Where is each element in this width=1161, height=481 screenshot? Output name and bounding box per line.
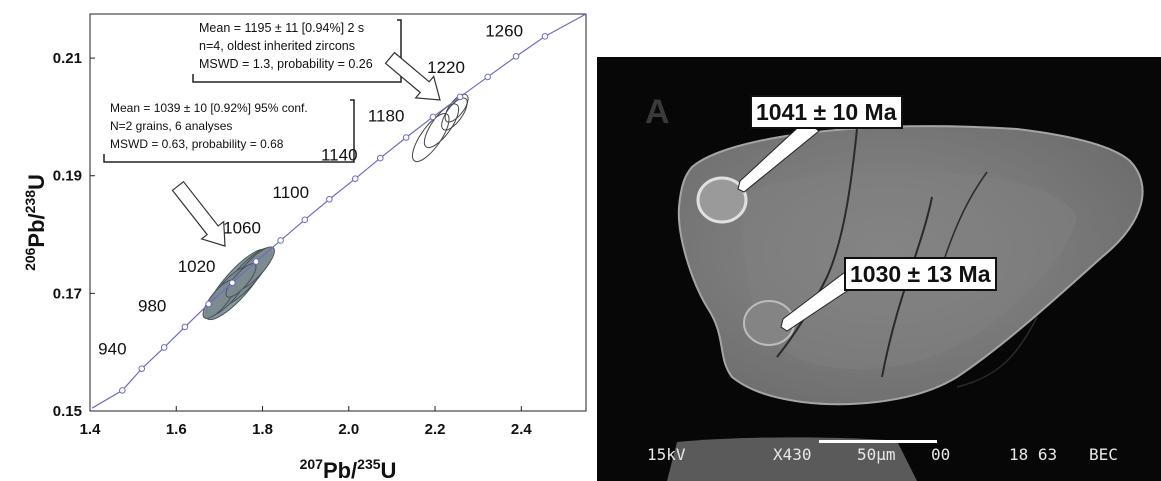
sem-magnification: X430 bbox=[773, 445, 812, 464]
concordia-age-label: 1180 bbox=[368, 107, 405, 126]
annotation-line: N=2 grains, 6 analyses bbox=[110, 119, 232, 133]
pointer-arrow-young bbox=[171, 180, 226, 247]
concordia-marker bbox=[402, 134, 410, 141]
concordia-marker bbox=[541, 33, 549, 40]
annotation-line: n=4, oldest inherited zircons bbox=[199, 39, 355, 53]
age-label-1: 1041 ± 10 Ma bbox=[750, 95, 903, 129]
sem-image: A 1041 ± 10 Ma 1030 ± 13 Ma 15kV X430 50… bbox=[597, 57, 1161, 481]
concordia-marker bbox=[484, 73, 491, 81]
y-tick-label: 0.21 bbox=[53, 50, 82, 67]
label-arrow-1 bbox=[737, 120, 820, 193]
concordia-marker bbox=[160, 344, 168, 351]
concordia-age-label: 1020 bbox=[178, 257, 216, 276]
concordia-marker bbox=[429, 113, 437, 121]
grain-crack bbox=[944, 171, 988, 258]
annotation-frame bbox=[192, 19, 402, 83]
concordia-marker bbox=[376, 154, 384, 162]
concordia-marker bbox=[512, 53, 520, 60]
concordia-marker bbox=[351, 175, 359, 182]
x-tick-label: 2.4 bbox=[511, 421, 533, 438]
sem-kv: 15kV bbox=[647, 445, 686, 464]
concordia-age-label: 1100 bbox=[273, 183, 310, 202]
plot-frame bbox=[89, 13, 587, 412]
y-axis-title: 206Pb/238U bbox=[22, 174, 49, 271]
concordia-chart: 1.4 1.6 1.8 2.0 2.2 2.4 0.15 0.17 0.19 0.21 207Pb/… bbox=[22, 13, 587, 481]
x-tick-label: 1.8 bbox=[252, 421, 273, 438]
x-tick-label: 2.0 bbox=[338, 421, 359, 438]
x-tick-label: 2.2 bbox=[425, 421, 446, 438]
y-tick-label: 0.19 bbox=[53, 168, 82, 185]
concordia-curve bbox=[91, 13, 587, 409]
annotation-frame bbox=[103, 99, 355, 163]
concordia-age-label: 1140 bbox=[321, 146, 358, 165]
concordia-plot-svg: 1.4 1.6 1.8 2.0 2.2 2.4 0.15 0.17 0.19 0.21 207Pb/… bbox=[22, 13, 587, 481]
x-axis-title: 207Pb/235U bbox=[300, 456, 397, 481]
sem-sequence: 00 bbox=[931, 445, 951, 464]
error-ellipse bbox=[441, 97, 468, 131]
grain-crack bbox=[956, 316, 1038, 388]
analysis-pit-1 bbox=[696, 176, 748, 224]
x-tick-label: 1.6 bbox=[166, 421, 187, 438]
concordia-marker bbox=[229, 279, 236, 287]
annotation-line: MSWD = 0.63, probability = 0.68 bbox=[110, 137, 284, 151]
error-ellipse bbox=[411, 112, 450, 163]
concordia-age-label: 940 bbox=[98, 339, 126, 358]
concordia-marker bbox=[326, 195, 333, 203]
annotation-line: Mean = 1195 ± 11 [0.94%] 2 s bbox=[199, 21, 364, 35]
sem-scale-text: 50μm bbox=[857, 445, 896, 464]
concordia-marker bbox=[205, 300, 212, 308]
concordia-marker bbox=[181, 323, 189, 331]
annotation-line: MSWD = 1.3, probability = 0.26 bbox=[199, 57, 373, 71]
concordia-age-label: 1220 bbox=[427, 58, 465, 77]
concordia-marker bbox=[252, 258, 260, 265]
y-tick-label: 0.15 bbox=[53, 403, 82, 420]
concordia-marker bbox=[301, 216, 309, 224]
concordia-marker bbox=[456, 93, 464, 101]
sem-id: 18 63 bbox=[1009, 445, 1058, 464]
concordia-age-label: 1060 bbox=[223, 219, 261, 238]
age-label-2: 1030 ± 13 Ma bbox=[844, 257, 997, 291]
concordia-marker bbox=[119, 387, 126, 394]
sem-status-bar: 15kV X430 50μm 00 18 63 BEC bbox=[597, 443, 1161, 481]
pointer-arrow-old bbox=[384, 51, 441, 101]
y-tick-label: 0.17 bbox=[53, 285, 82, 302]
concordia-marker bbox=[277, 237, 284, 244]
sem-mode: BEC bbox=[1089, 445, 1118, 464]
grain-crack bbox=[776, 128, 858, 358]
second-grain bbox=[667, 437, 917, 481]
concordia-age-label: 1260 bbox=[485, 21, 523, 40]
error-ellipse bbox=[423, 103, 460, 149]
annotation-line: Mean = 1039 ± 10 [0.92%] 95% conf. bbox=[110, 101, 308, 115]
concordia-marker bbox=[138, 365, 146, 372]
scale-bar bbox=[819, 440, 937, 443]
panel-letter: A bbox=[645, 93, 670, 131]
x-tick-label: 1.4 bbox=[80, 421, 102, 438]
concordia-age-label: 980 bbox=[138, 296, 166, 315]
